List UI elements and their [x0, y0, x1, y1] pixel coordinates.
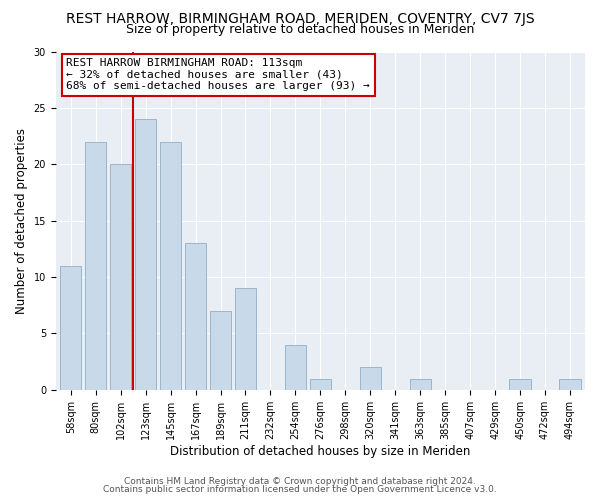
- Text: REST HARROW BIRMINGHAM ROAD: 113sqm
← 32% of detached houses are smaller (43)
68: REST HARROW BIRMINGHAM ROAD: 113sqm ← 32…: [67, 58, 370, 92]
- Bar: [85, 142, 106, 390]
- Bar: [210, 311, 231, 390]
- Text: REST HARROW, BIRMINGHAM ROAD, MERIDEN, COVENTRY, CV7 7JS: REST HARROW, BIRMINGHAM ROAD, MERIDEN, C…: [65, 12, 535, 26]
- Bar: [235, 288, 256, 390]
- Bar: [60, 266, 82, 390]
- Y-axis label: Number of detached properties: Number of detached properties: [15, 128, 28, 314]
- Bar: [360, 368, 381, 390]
- Bar: [110, 164, 131, 390]
- Bar: [310, 378, 331, 390]
- Text: Size of property relative to detached houses in Meriden: Size of property relative to detached ho…: [126, 22, 474, 36]
- Bar: [285, 344, 306, 390]
- Text: Contains HM Land Registry data © Crown copyright and database right 2024.: Contains HM Land Registry data © Crown c…: [124, 477, 476, 486]
- Bar: [509, 378, 531, 390]
- Text: Contains public sector information licensed under the Open Government Licence v3: Contains public sector information licen…: [103, 485, 497, 494]
- Bar: [410, 378, 431, 390]
- Bar: [160, 142, 181, 390]
- X-axis label: Distribution of detached houses by size in Meriden: Distribution of detached houses by size …: [170, 444, 470, 458]
- Bar: [559, 378, 581, 390]
- Bar: [185, 243, 206, 390]
- Bar: [135, 119, 156, 390]
